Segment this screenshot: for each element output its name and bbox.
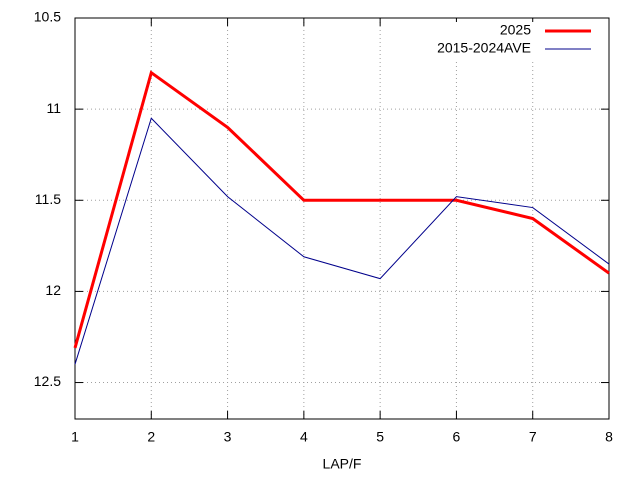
x-tick-label: 5	[376, 429, 384, 445]
legend-label: 2015-2024AVE	[437, 40, 531, 56]
x-tick-label: 4	[300, 429, 308, 445]
y-tick-label: 11	[46, 100, 61, 116]
x-tick-label: 8	[605, 429, 613, 445]
series-line	[73, 70, 610, 349]
x-tick-label: 3	[224, 429, 232, 445]
x-tick-label: 1	[71, 429, 79, 445]
x-tick-label: 6	[453, 429, 461, 445]
y-tick-label: 10.5	[34, 9, 61, 25]
x-tick-label: 7	[529, 429, 537, 445]
legend-box	[415, 22, 605, 62]
x-tick-label: 2	[147, 429, 155, 445]
series-line	[74, 117, 610, 365]
y-tick-label: 12	[45, 282, 61, 298]
y-tick-label: 12.5	[34, 373, 61, 389]
x-axis-label: LAP/F	[323, 456, 362, 472]
legend-label: 2025	[500, 22, 531, 38]
plot-frame	[74, 17, 610, 420]
y-tick-label: 11.5	[35, 191, 61, 207]
